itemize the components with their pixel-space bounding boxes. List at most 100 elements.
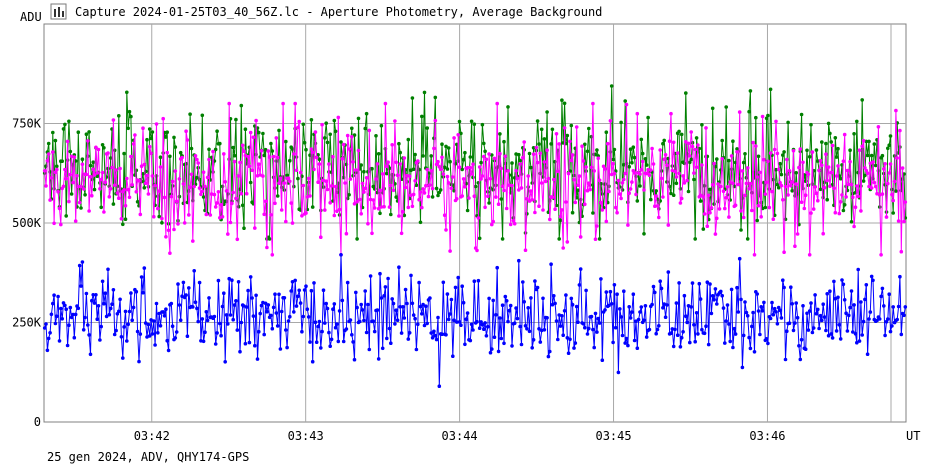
- data-point: [247, 164, 252, 168]
- data-point: [775, 151, 780, 156]
- data-point: [348, 177, 353, 181]
- data-point: [727, 158, 731, 163]
- data-point: [701, 195, 706, 199]
- data-point: [745, 237, 750, 241]
- data-point: [310, 205, 315, 209]
- data-point: [568, 139, 572, 144]
- data-point: [715, 302, 719, 306]
- data-point: [713, 287, 718, 291]
- data-point: [129, 154, 133, 159]
- data-point: [710, 294, 715, 298]
- data-point: [248, 180, 253, 185]
- data-point: [508, 222, 513, 227]
- data-point: [883, 162, 887, 166]
- data-point: [581, 159, 586, 163]
- data-point: [309, 288, 314, 293]
- data-point: [134, 190, 139, 194]
- data-point: [367, 128, 372, 133]
- data-point: [224, 189, 229, 193]
- data-point: [886, 146, 890, 151]
- data-point: [464, 317, 469, 322]
- data-point: [219, 203, 223, 207]
- data-point: [669, 111, 673, 116]
- data-point: [457, 119, 462, 124]
- data-point: [246, 154, 250, 159]
- data-point: [864, 168, 869, 173]
- data-point: [366, 221, 370, 226]
- data-point: [783, 184, 788, 189]
- data-point: [336, 115, 341, 120]
- data-point: [678, 201, 683, 205]
- data-point: [378, 271, 382, 276]
- data-point: [337, 207, 342, 212]
- data-point: [166, 228, 171, 233]
- data-point: [620, 188, 625, 192]
- data-point: [542, 328, 547, 332]
- data-point: [168, 251, 172, 255]
- data-point: [84, 132, 89, 136]
- data-point: [771, 217, 776, 221]
- data-point: [816, 159, 820, 163]
- data-point: [855, 184, 859, 188]
- data-point: [763, 205, 768, 210]
- data-point: [860, 144, 864, 149]
- data-point: [624, 102, 629, 107]
- data-point: [457, 165, 462, 169]
- data-point: [296, 125, 300, 130]
- data-point: [102, 301, 106, 306]
- data-point: [479, 320, 483, 324]
- data-point: [402, 156, 407, 160]
- data-point: [429, 169, 434, 173]
- data-point: [766, 341, 770, 346]
- data-point: [523, 248, 528, 252]
- data-point: [158, 165, 163, 169]
- data-point: [807, 253, 812, 257]
- data-point: [304, 211, 308, 215]
- data-point: [483, 321, 487, 325]
- data-point: [177, 194, 182, 199]
- data-point: [228, 220, 233, 225]
- data-point: [627, 305, 631, 309]
- data-point: [772, 306, 777, 311]
- data-point: [337, 309, 342, 313]
- data-point: [123, 309, 128, 314]
- data-point: [288, 179, 292, 184]
- data-point: [376, 357, 381, 361]
- data-point: [639, 305, 644, 309]
- data-point: [589, 134, 594, 139]
- data-point: [720, 293, 724, 298]
- data-point: [500, 237, 505, 241]
- data-point: [51, 150, 55, 154]
- data-point: [578, 235, 583, 239]
- series-line: [44, 254, 906, 387]
- data-point: [258, 173, 263, 177]
- data-point: [232, 159, 237, 164]
- data-point: [261, 300, 265, 305]
- data-point: [611, 161, 615, 166]
- data-point: [371, 198, 376, 202]
- data-point: [599, 200, 603, 205]
- data-point: [856, 170, 860, 175]
- data-point: [764, 180, 769, 185]
- data-point: [471, 162, 475, 166]
- data-point: [231, 317, 235, 322]
- data-point: [643, 157, 648, 161]
- data-point: [413, 152, 417, 157]
- data-point: [747, 186, 751, 191]
- data-point: [290, 280, 295, 284]
- data-point: [824, 152, 828, 156]
- data-point: [196, 319, 200, 324]
- data-point: [213, 205, 218, 209]
- data-point: [887, 171, 891, 175]
- data-point: [275, 324, 280, 328]
- data-point: [597, 237, 602, 241]
- data-point: [228, 313, 233, 317]
- data-point: [103, 291, 108, 296]
- data-point: [52, 221, 56, 226]
- data-point: [529, 189, 533, 193]
- data-point: [799, 200, 804, 204]
- data-point: [632, 338, 637, 343]
- data-point: [411, 167, 416, 171]
- data-point: [673, 169, 677, 174]
- data-point: [152, 214, 156, 219]
